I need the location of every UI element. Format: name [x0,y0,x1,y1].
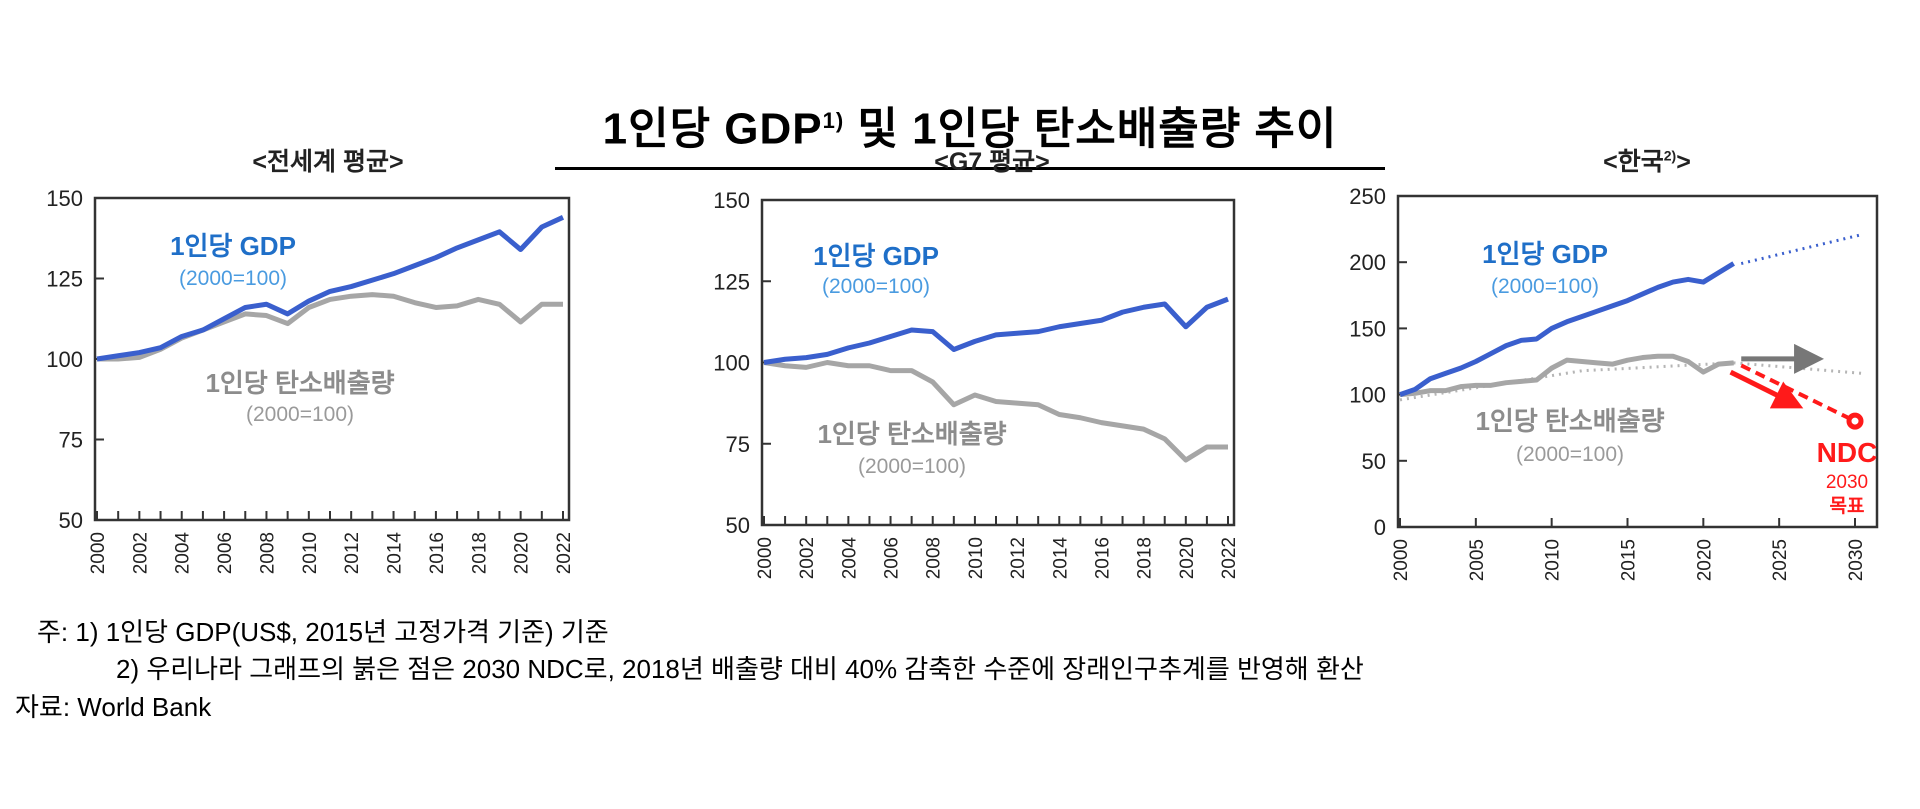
y-tick-label: 150 [713,188,750,213]
ndc-dashed-line [1740,363,1856,423]
co2-series-sublabel: (2000=100) [246,403,354,426]
x-tick-label: 2014 [1050,537,1071,580]
chart-title-korea: <한국2)> [1603,142,1691,178]
footnote-source: 자료: World Bank [15,692,212,722]
title-text-rest: 및 1인당 탄소배출량 추이 [844,104,1338,154]
chart-title-korea-end: > [1676,148,1691,176]
gdp-line [96,215,565,362]
x-tick-label: 2012 [1008,537,1029,579]
ndc-goal-label: 목표 [1830,495,1865,517]
x-tick-label: 2030 [1846,539,1867,581]
y-tick-label: 75 [59,428,83,453]
co2-series-label: 1인당 탄소배출량 [817,419,1006,449]
x-tick-label: 2012 [342,532,363,574]
gdp-series-label: 1인당 GDP [1482,239,1608,269]
x-tick-label: 2018 [1135,537,1156,579]
x-tick-label: 2004 [173,532,194,575]
ndc-label: NDC [1817,437,1878,468]
x-tick-label: 2000 [1391,539,1412,581]
y-tick-label: 125 [46,267,83,292]
chart-title-g7: <G7 평균> [934,148,1050,176]
y-tick-label: 75 [726,432,750,457]
footnote-1: 주: 1) 1인당 GDP(US$, 2015년 고정가격 기준) 기준 [37,617,609,647]
y-tick-label: 50 [59,508,83,533]
y-tick-label: 200 [1349,250,1386,275]
x-tick-label: 2010 [300,532,321,574]
x-tick-label: 2002 [797,537,818,579]
x-tick-label: 2018 [469,532,490,574]
gdp-series-sublabel: (2000=100) [1491,275,1599,298]
co2-line [1399,353,1734,398]
co2-line [763,360,1228,463]
reduction-arrow [1729,369,1804,409]
x-tick-label: 2010 [1543,539,1564,581]
y-tick-label: 125 [713,269,750,294]
x-tick-label: 2006 [215,532,236,574]
y-tick-label: 0 [1374,515,1386,540]
ndc-year-label: 2030 [1826,472,1868,493]
y-tick-label: 100 [46,347,83,372]
chart-title-korea-text: <한국 [1603,148,1664,176]
co2-series-label: 1인당 탄소배출량 [205,368,394,398]
co2-line [97,292,563,362]
y-tick-label: 250 [1349,184,1386,209]
plot-frame [93,196,571,522]
y-tick-label: 50 [726,513,750,538]
x-tick-label: 2004 [839,537,860,580]
x-tick-label: 2020 [1694,539,1715,581]
footnote-2: 2) 우리나라 그래프의 붉은 점은 2030 NDC로, 2018년 배출량 … [116,654,1364,684]
gdp-series-label: 1인당 GDP [813,241,939,271]
x-tick-label: 2008 [924,537,945,579]
x-tick-label: 2022 [554,532,575,574]
x-tick-label: 2005 [1467,539,1488,581]
gdp-trend-line [1740,232,1863,265]
x-tick-label: 2000 [755,537,776,579]
y-tick-label: 100 [1349,383,1386,408]
x-tick-label: 2006 [882,537,903,579]
x-tick-label: 2016 [427,532,448,574]
x-tick-label: 2020 [1177,537,1198,579]
title-text: 1인당 GDP [602,104,823,154]
x-tick-label: 2020 [512,532,533,574]
x-tick-label: 2008 [257,532,278,574]
x-tick-label: 2000 [88,532,109,574]
plot-frame [1396,194,1879,529]
x-tick-label: 2016 [1092,537,1113,579]
chart-title-world: <전세계 평균> [252,148,404,176]
co2-series-sublabel: (2000=100) [858,455,966,478]
co2-series-sublabel: (2000=100) [1516,443,1624,466]
y-tick-label: 150 [1349,316,1386,341]
gdp-line [763,296,1229,365]
y-tick-label: 150 [46,186,83,211]
gdp-series-sublabel: (2000=100) [179,267,287,290]
y-tick-label: 50 [1362,449,1386,474]
gdp-series-label: 1인당 GDP [170,231,296,261]
gdp-series-sublabel: (2000=100) [822,275,930,298]
co2-trend-line [1399,361,1863,402]
gdp-line [1399,261,1735,397]
page-title: 1인당 GDP1) 및 1인당 탄소배출량 추이 [555,84,1385,170]
x-tick-label: 2022 [1219,537,1240,579]
title-footnote-mark: 1) [822,108,845,133]
chart-title-korea-footnote: 2) [1663,147,1677,164]
x-tick-label: 2015 [1619,539,1640,581]
ndc-target-point [1846,412,1864,430]
y-tick-label: 100 [713,351,750,376]
x-tick-label: 2025 [1770,539,1791,581]
co2-series-label: 1인당 탄소배출량 [1475,406,1664,436]
x-tick-label: 2002 [130,532,151,574]
x-tick-label: 2014 [385,532,406,575]
x-tick-label: 2010 [966,537,987,579]
